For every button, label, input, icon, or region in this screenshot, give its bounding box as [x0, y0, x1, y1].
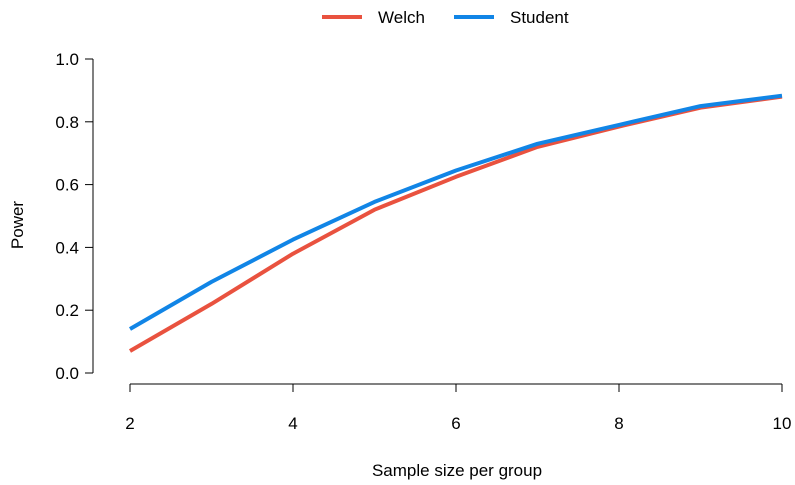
series-line-welch: [128, 94, 783, 353]
x-tick-label: 2: [125, 414, 134, 433]
x-tick-label: 6: [451, 414, 460, 433]
y-tick-label: 0.8: [55, 113, 79, 132]
legend-label-student: Student: [510, 8, 569, 27]
x-tick-label: 10: [773, 414, 792, 433]
legend-label-welch: Welch: [378, 8, 425, 27]
x-axis-label: Sample size per group: [372, 461, 542, 480]
series-line-student: [128, 93, 783, 331]
y-tick-label: 0.4: [55, 238, 79, 257]
x-tick-label: 8: [614, 414, 623, 433]
y-tick-label: 0.0: [55, 364, 79, 383]
y-tick-label: 0.6: [55, 176, 79, 195]
legend: Welch Student: [322, 8, 569, 27]
y-axis-label: Power: [8, 201, 27, 250]
y-tick-label: 0.2: [55, 301, 79, 320]
y-tick-label: 1.0: [55, 50, 79, 69]
y-axis: 0.0 0.2 0.4 0.6 0.8 1.0: [55, 50, 94, 383]
x-axis: 2 4 6 8 10: [125, 383, 792, 433]
plot-area: [128, 93, 783, 353]
x-tick-label: 4: [288, 414, 297, 433]
